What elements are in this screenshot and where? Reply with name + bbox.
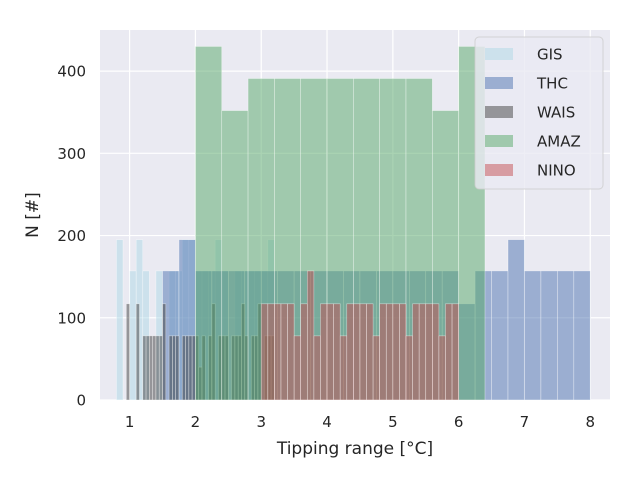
bar-nino xyxy=(445,303,453,401)
legend-label-nino: NINO xyxy=(537,162,576,180)
bar-nino xyxy=(339,335,348,401)
legend-swatch-amaz xyxy=(485,135,513,147)
histogram-bars xyxy=(116,46,591,401)
bar-wais xyxy=(126,303,130,401)
legend-swatch-wais xyxy=(485,106,513,118)
x-tick-label: 6 xyxy=(454,413,464,431)
legend: GIS THC WAIS AMAZ NINO xyxy=(474,36,604,190)
legend-label-amaz: AMAZ xyxy=(537,133,581,151)
legend-label-gis: GIS xyxy=(537,46,563,64)
bar-nino xyxy=(399,303,407,401)
bar-thc xyxy=(573,270,591,401)
bar-thc xyxy=(524,270,542,401)
legend-swatch-nino xyxy=(485,164,513,176)
x-axis-label: Tipping range [°C] xyxy=(276,439,433,459)
bar-wais xyxy=(152,335,157,401)
legend-swatch-gis xyxy=(485,48,513,60)
bar-wais xyxy=(168,335,173,401)
bar-nino xyxy=(260,303,269,401)
bar-nino xyxy=(379,303,387,401)
bar-thc xyxy=(540,270,558,401)
bar-wais xyxy=(191,335,196,401)
bar-nino xyxy=(412,303,420,401)
bar-nino xyxy=(280,303,288,401)
bar-thc xyxy=(491,270,509,401)
bar-nino xyxy=(326,303,334,401)
x-tick-label: 7 xyxy=(520,413,530,431)
x-axis-ticks: 1 2 3 4 5 6 7 8 xyxy=(125,413,595,431)
bar-wais xyxy=(181,335,186,401)
x-tick-label: 4 xyxy=(322,413,332,431)
bar-gis xyxy=(116,239,124,401)
x-tick-label: 1 xyxy=(125,413,135,431)
bar-nino xyxy=(306,270,315,401)
bar-nino xyxy=(432,303,440,401)
bar-nino xyxy=(359,303,367,401)
bar-nino xyxy=(366,303,374,401)
bar-wais xyxy=(172,335,176,401)
bar-amaz xyxy=(221,110,249,401)
bar-nino xyxy=(274,303,282,401)
bar-wais xyxy=(158,335,163,401)
bar-thc xyxy=(557,270,575,401)
y-tick-label: 400 xyxy=(57,63,86,81)
bar-wais xyxy=(142,335,147,401)
bar-nino xyxy=(287,303,295,401)
bar-nino xyxy=(313,335,321,401)
bar-nino xyxy=(438,335,446,401)
bar-nino xyxy=(346,303,354,401)
bar-wais xyxy=(162,303,167,401)
bar-wais xyxy=(149,335,153,401)
y-tick-label: 300 xyxy=(57,145,86,163)
bar-nino xyxy=(320,303,328,401)
bar-nino xyxy=(451,303,459,401)
y-axis-label: N [#] xyxy=(23,192,43,238)
bar-amaz xyxy=(195,46,223,401)
bar-nino xyxy=(385,303,394,401)
bar-wais xyxy=(135,303,140,401)
x-tick-label: 3 xyxy=(256,413,266,431)
y-axis-ticks: 0 100 200 300 400 xyxy=(57,63,86,410)
bar-gis xyxy=(129,270,137,401)
bar-wais xyxy=(185,335,190,401)
bar-nino xyxy=(333,303,341,401)
bar-nino xyxy=(405,335,413,401)
legend-swatch-thc xyxy=(485,77,513,89)
bar-thc xyxy=(507,239,525,401)
bar-nino xyxy=(293,335,302,401)
bar-wais xyxy=(145,335,150,401)
bar-nino xyxy=(267,303,275,401)
bar-wais xyxy=(175,335,180,401)
x-tick-label: 5 xyxy=(388,413,398,431)
bar-wais xyxy=(155,335,160,401)
bar-nino xyxy=(418,303,427,401)
bar-nino xyxy=(372,335,380,401)
bar-wais xyxy=(188,335,193,401)
y-tick-label: 200 xyxy=(57,227,86,245)
x-tick-label: 8 xyxy=(585,413,595,431)
y-tick-label: 100 xyxy=(57,309,86,327)
bar-nino xyxy=(425,303,433,401)
bar-nino xyxy=(300,303,308,401)
x-tick-label: 2 xyxy=(191,413,201,431)
bar-nino xyxy=(353,303,361,401)
bar-nino xyxy=(392,303,400,401)
y-tick-label: 0 xyxy=(76,392,86,410)
legend-label-thc: THC xyxy=(536,75,568,93)
legend-frame xyxy=(474,36,604,190)
legend-label-wais: WAIS xyxy=(537,104,575,122)
series-nino xyxy=(260,270,459,401)
